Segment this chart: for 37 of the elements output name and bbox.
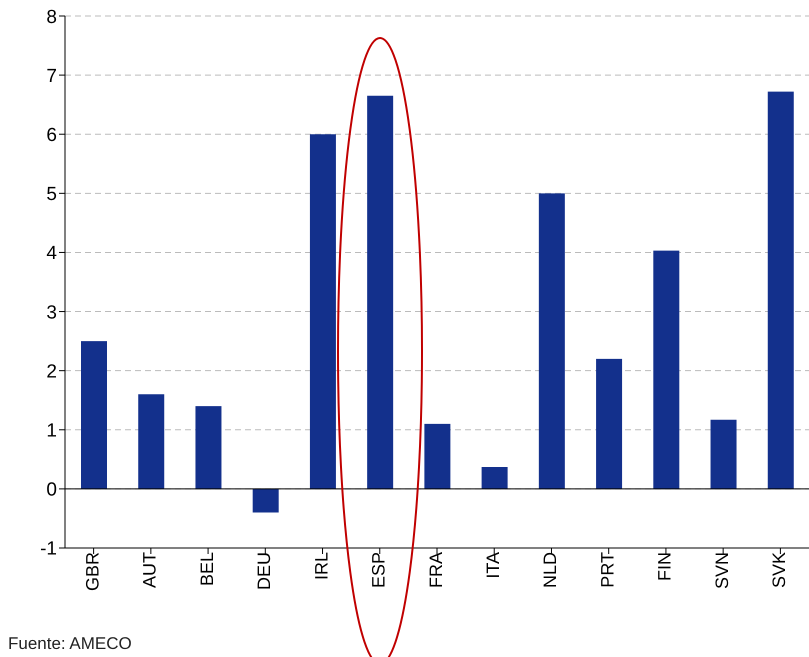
source-note: Fuente: AMECO bbox=[8, 634, 133, 654]
x-tick-label: ITA bbox=[483, 552, 504, 579]
bar bbox=[653, 250, 680, 489]
x-tick-label: NLD bbox=[540, 552, 560, 588]
y-tick-label: 3 bbox=[46, 302, 57, 324]
x-tick-label: IRL bbox=[311, 552, 332, 580]
x-tick-label: FRA bbox=[426, 552, 446, 588]
bar bbox=[367, 96, 394, 489]
x-tick-label: FIN bbox=[654, 552, 675, 581]
y-tick-label: 1 bbox=[46, 420, 57, 442]
x-tick-label: ESP bbox=[368, 552, 389, 588]
bar bbox=[596, 358, 622, 489]
y-tick-label: 7 bbox=[46, 66, 57, 87]
y-tick-label: 2 bbox=[46, 361, 57, 382]
y-tick-label: 8 bbox=[46, 6, 57, 28]
bar bbox=[252, 488, 279, 513]
y-tick-label: 4 bbox=[46, 243, 58, 264]
x-tick-label: SVK bbox=[769, 552, 790, 588]
bar bbox=[768, 92, 794, 489]
bar bbox=[538, 193, 565, 489]
bar bbox=[482, 467, 508, 489]
bar bbox=[81, 341, 107, 489]
y-tick-label: 6 bbox=[46, 124, 57, 146]
bar bbox=[195, 406, 222, 489]
x-tick-label: BEL bbox=[196, 552, 217, 586]
x-tick-label: SVN bbox=[712, 552, 732, 590]
x-tick-label: PRT bbox=[597, 552, 618, 588]
bar bbox=[424, 424, 450, 489]
x-tick-label: GBR bbox=[82, 552, 102, 592]
bar bbox=[138, 394, 164, 489]
x-tick-label: AUT bbox=[140, 552, 160, 588]
x-tick-label: DEU bbox=[254, 552, 274, 590]
y-tick-label: 5 bbox=[46, 184, 57, 206]
y-tick-label: -1 bbox=[40, 538, 57, 560]
bar bbox=[310, 134, 336, 489]
bar bbox=[710, 420, 737, 489]
y-tick-label: 0 bbox=[46, 480, 57, 501]
